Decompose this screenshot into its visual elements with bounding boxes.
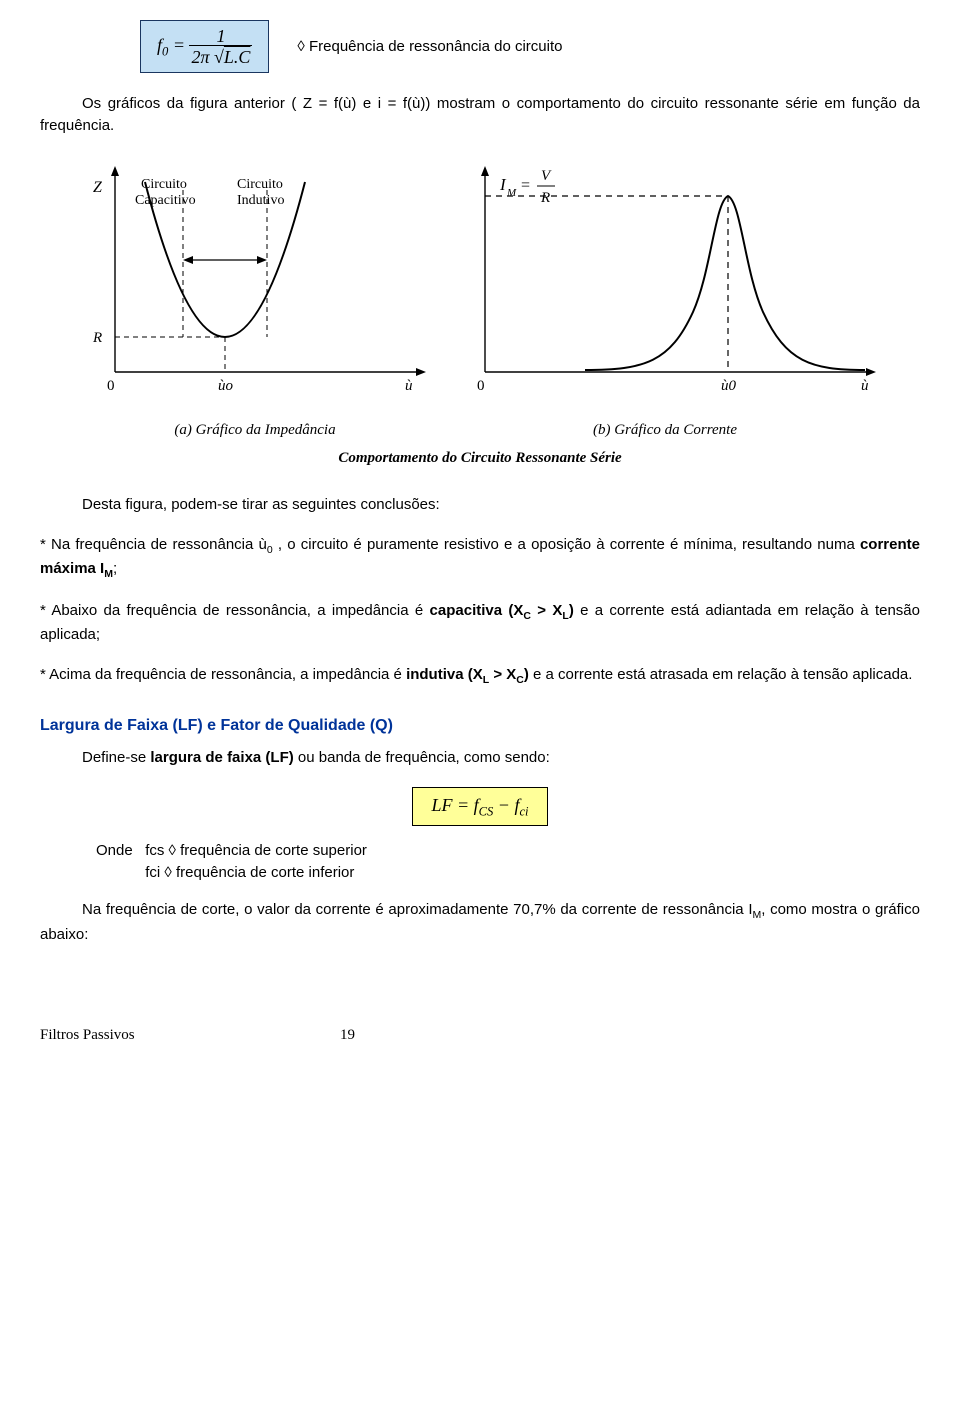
formula-num: 1 xyxy=(189,27,252,46)
svg-text:0: 0 xyxy=(107,378,115,394)
bullet2-bold-s1: C xyxy=(523,610,531,622)
last-sub: M xyxy=(752,909,761,921)
bullet1-a: * Na frequência de ressonância ù xyxy=(40,536,267,553)
bullet3-bold-mid: > X xyxy=(489,666,516,683)
onde-line-1: fcs ◊ frequência de corte superior xyxy=(145,842,367,859)
svg-text:=: = xyxy=(521,177,530,194)
bullet2-bold-mid: > X xyxy=(531,602,562,619)
lf-b: ou banda de frequência, como sendo: xyxy=(294,749,550,766)
current-chart-svg: I M = V R 0 ù0 ù xyxy=(445,162,885,407)
intro-paragraph: Os gráficos da figura anterior ( Z = f(ù… xyxy=(40,93,920,137)
chart-a-caption: (a) Gráfico da Impedância xyxy=(174,422,335,438)
bullet3-b: e a corrente está atrasada em relação à … xyxy=(529,666,913,683)
formula-eq: = xyxy=(168,35,189,55)
svg-text:ù: ù xyxy=(405,378,413,394)
lf-bold: largura de faixa (LF) xyxy=(150,749,293,766)
last-paragraph: Na frequência de corte, o valor da corre… xyxy=(40,899,920,945)
resonance-formula-label: ◊ Frequência de ressonância do circuito xyxy=(297,36,562,58)
charts-row: Z R Circuito Capacitivo Circuito Indutiv… xyxy=(40,162,920,443)
lf-formula-row: LF = fCS − fci xyxy=(40,787,920,826)
svg-text:ù: ù xyxy=(861,378,869,394)
svg-text:ù0: ù0 xyxy=(721,378,737,394)
impedance-chart-svg: Z R Circuito Capacitivo Circuito Indutiv… xyxy=(75,162,435,407)
onde-line-2: fci ◊ frequência de corte inferior xyxy=(145,864,354,881)
bullet3-bold-s2: C xyxy=(516,674,524,686)
bullet2-bold-a: capacitiva (X xyxy=(430,602,524,619)
svg-text:Indutivo: Indutivo xyxy=(237,193,284,208)
section-title-lf: Largura de Faixa (LF) e Fator de Qualida… xyxy=(40,714,920,737)
current-chart: I M = V R 0 ù0 ù (b) Gráfico da Corrente xyxy=(445,162,885,443)
onde-block: Onde fcs ◊ frequência de corte superior … xyxy=(96,840,920,884)
bullet-3: * Acima da frequência de ressonância, a … xyxy=(40,664,920,688)
footer-title: Filtros Passivos xyxy=(40,1027,135,1043)
impedance-chart: Z R Circuito Capacitivo Circuito Indutiv… xyxy=(75,162,435,443)
bullet-1: * Na frequência de ressonância ù0 , o ci… xyxy=(40,534,920,582)
chart-b-caption: (b) Gráfico da Corrente xyxy=(593,422,737,438)
lf-formula-box: LF = fCS − fci xyxy=(412,787,547,826)
bullet3-bold-a: indutiva (X xyxy=(406,666,483,683)
conclusions-intro: Desta figura, podem-se tirar as seguinte… xyxy=(40,494,920,516)
svg-text:ùo: ùo xyxy=(218,378,234,394)
lf-f: LF = f xyxy=(431,795,478,815)
svg-text:V: V xyxy=(541,168,552,184)
resonance-formula-box: f0 = 12π √L.C xyxy=(140,20,269,73)
svg-text:Capacitivo: Capacitivo xyxy=(135,193,196,208)
lf-minus: − f xyxy=(493,795,519,815)
svg-text:0: 0 xyxy=(477,378,485,394)
page-footer: Filtros Passivos 19 xyxy=(40,1025,920,1047)
last-a: Na frequência de corte, o valor da corre… xyxy=(82,901,752,918)
lf-s2: ci xyxy=(519,805,528,819)
svg-text:R: R xyxy=(540,190,550,206)
svg-text:M: M xyxy=(506,187,517,199)
bullet2-a: * Abaixo da frequência de ressonância, a… xyxy=(40,602,430,619)
lf-s1: CS xyxy=(479,805,494,819)
lf-a: Define-se xyxy=(82,749,150,766)
svg-text:R: R xyxy=(92,330,102,346)
bullet1-b: , o circuito é puramente resistivo e a o… xyxy=(273,536,860,553)
svg-text:Z: Z xyxy=(93,179,103,196)
onde-label: Onde xyxy=(96,842,133,859)
lf-definition: Define-se largura de faixa (LF) ou banda… xyxy=(40,747,920,769)
bullet-2: * Abaixo da frequência de ressonância, a… xyxy=(40,600,920,646)
footer-page-number: 19 xyxy=(340,1025,355,1047)
bullet3-a: * Acima da frequência de ressonância, a … xyxy=(40,666,406,683)
svg-text:Circuito: Circuito xyxy=(237,177,283,192)
charts-center-caption: Comportamento do Circuito Ressonante Sér… xyxy=(40,448,920,470)
top-formula-row: f0 = 12π √L.C ◊ Frequência de ressonânci… xyxy=(140,20,920,73)
bullet1-c: ; xyxy=(113,560,117,577)
bullet1-bold-sub: M xyxy=(104,568,113,580)
svg-text:I: I xyxy=(499,175,507,194)
